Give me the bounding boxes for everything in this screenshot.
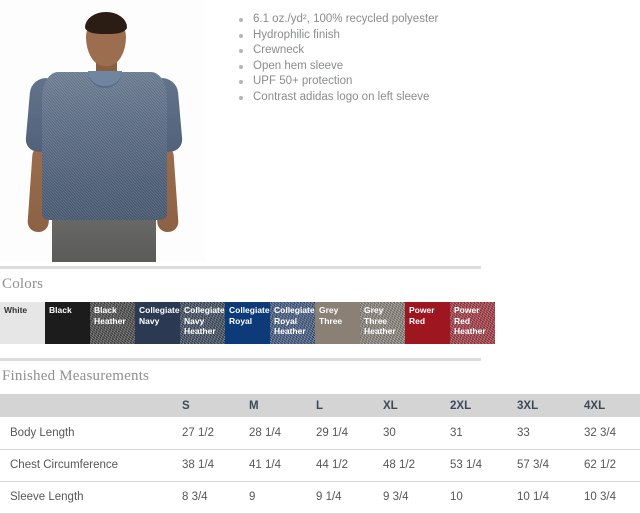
color-swatch[interactable]: Collegiate Royal [225, 302, 270, 344]
color-swatch[interactable]: Collegiate Royal Heather [270, 302, 315, 344]
feature-item: Hydrophilic finish [237, 28, 640, 44]
measurement-value: 44 1/2 [316, 459, 348, 471]
measurements-heading: Finished Measurements [2, 368, 150, 384]
measurement-value: 9 [249, 491, 256, 503]
measurement-value: 62 1/2 [584, 459, 616, 471]
measurement-label: Body Length [10, 426, 75, 439]
color-swatch[interactable]: Black [45, 302, 90, 344]
column-header-blank [0, 394, 182, 417]
measurement-value: 8 3/4 [182, 491, 208, 503]
measurement-value: 10 1/4 [517, 491, 549, 503]
table-header-row: S M L XL 2XL 3XL 4XL [0, 394, 640, 417]
color-swatch-label: Grey Three Heather [364, 305, 396, 336]
color-swatch[interactable]: Power Red [405, 302, 450, 344]
color-swatch[interactable]: Grey Three [315, 302, 360, 344]
color-swatch[interactable]: Grey Three Heather [360, 302, 405, 344]
bullet-icon [239, 49, 243, 54]
color-swatch-label: Power Red [409, 305, 435, 326]
feature-text: Open hem sleeve [253, 59, 344, 72]
bullet-icon [239, 64, 243, 69]
bullet-icon [239, 80, 243, 85]
feature-item: Open hem sleeve [237, 59, 640, 75]
model-hair [85, 12, 127, 34]
measurement-value: 9 3/4 [383, 491, 409, 503]
measurement-value: 48 1/2 [383, 459, 415, 471]
model-pants [52, 212, 156, 262]
color-swatch[interactable]: White [0, 302, 45, 344]
measurement-value: 29 1/4 [316, 426, 348, 439]
feature-item: UPF 50+ protection [237, 74, 640, 90]
feature-text: Hydrophilic finish [253, 28, 340, 41]
color-swatch[interactable]: Power Red Heather [450, 302, 495, 344]
color-swatch[interactable]: Collegiate Navy Heather [180, 302, 225, 344]
table-body: Body Length 27 1/2 28 1/4 29 1/4 30 31 33 32 3/… [0, 417, 640, 513]
feature-text: Crewneck [253, 44, 305, 57]
measurement-value: 41 1/4 [249, 459, 281, 471]
table-row: Body Length 27 1/2 28 1/4 29 1/4 30 31 33 32 3/… [0, 417, 640, 449]
product-features: 6.1 oz./yd², 100% recycled polyester Hyd… [205, 0, 640, 106]
measurements-divider [0, 358, 481, 361]
table-row: Sleeve Length 8 3/4 9 9 1/4 9 3/4 10 10 1/4 10 … [0, 481, 640, 513]
product-photo[interactable] [0, 0, 205, 262]
measurements-table: S M L XL 2XL 3XL 4XL Body Length 27 1/2 28 1/4 29… [0, 394, 640, 514]
measurement-value: 10 [450, 491, 463, 503]
colors-divider [0, 266, 481, 269]
measurement-value: 31 [450, 426, 463, 439]
column-header-size: 4XL [584, 399, 606, 412]
measurement-label: Chest Circumference [10, 459, 119, 471]
column-header-size: XL [383, 399, 398, 412]
column-header-size: L [316, 399, 324, 412]
feature-text: 6.1 oz./yd², 100% recycled polyester [253, 13, 439, 25]
column-header-size: S [182, 399, 190, 412]
measurement-value: 33 [517, 426, 530, 439]
feature-item: Crewneck [237, 43, 640, 59]
measurement-value: 38 1/4 [182, 459, 214, 471]
color-swatch[interactable]: Black Heather [90, 302, 135, 344]
measurement-value: 28 1/4 [249, 426, 281, 439]
color-swatch-label: Collegiate Navy [139, 305, 180, 326]
colors-heading: Colors [2, 276, 44, 292]
color-swatch-label: Collegiate Royal Heather [274, 305, 315, 336]
measurement-value: 10 3/4 [584, 491, 616, 503]
measurement-value: 30 [383, 426, 396, 439]
shirt-collar [88, 71, 122, 88]
bullet-icon [239, 18, 243, 22]
feature-list: 6.1 oz./yd², 100% recycled polyester Hyd… [237, 12, 640, 106]
color-swatch[interactable]: Collegiate Navy [135, 302, 180, 344]
color-swatch-label: Collegiate Royal [229, 305, 270, 326]
color-swatch-label: Grey Three [319, 305, 343, 326]
color-swatch-label: Black Heather [94, 305, 126, 326]
color-swatch-row: White Black Black Heather Collegiate Navy Co… [0, 302, 496, 344]
color-swatch-label: Black [49, 305, 72, 315]
column-header-size: 3XL [517, 399, 539, 412]
color-swatch-label: Power Red Heather [454, 305, 486, 336]
colors-section: Colors White Black Black Heather Collegiate… [0, 266, 640, 344]
measurement-label: Sleeve Length [10, 491, 84, 503]
feature-text: UPF 50+ protection [253, 75, 353, 88]
measurement-value: 53 1/4 [450, 459, 482, 471]
table-header: S M L XL 2XL 3XL 4XL [0, 394, 640, 417]
measurements-section: Finished Measurements S M L XL 2XL 3XL 4XL Bod… [0, 358, 640, 514]
measurement-value: 57 3/4 [517, 459, 549, 471]
measurement-value: 27 1/2 [182, 426, 214, 439]
bullet-icon [239, 33, 243, 38]
measurement-value: 32 3/4 [584, 426, 616, 439]
product-overview: 6.1 oz./yd², 100% recycled polyester Hyd… [0, 0, 640, 262]
color-swatch-label: White [4, 305, 28, 315]
shirt-body [42, 72, 167, 220]
color-swatch-label: Collegiate Navy Heather [184, 305, 225, 336]
feature-item: 6.1 oz./yd², 100% recycled polyester [237, 12, 640, 28]
measurement-value: 9 1/4 [316, 491, 342, 503]
column-header-size: 2XL [450, 399, 472, 412]
feature-text: Contrast adidas logo on left sleeve [253, 90, 430, 103]
column-header-size: M [249, 399, 259, 412]
bullet-icon [239, 95, 243, 100]
table-row: Chest Circumference 38 1/4 41 1/4 44 1/2 48 … [0, 449, 640, 481]
feature-item: Contrast adidas logo on left sleeve [237, 90, 640, 106]
